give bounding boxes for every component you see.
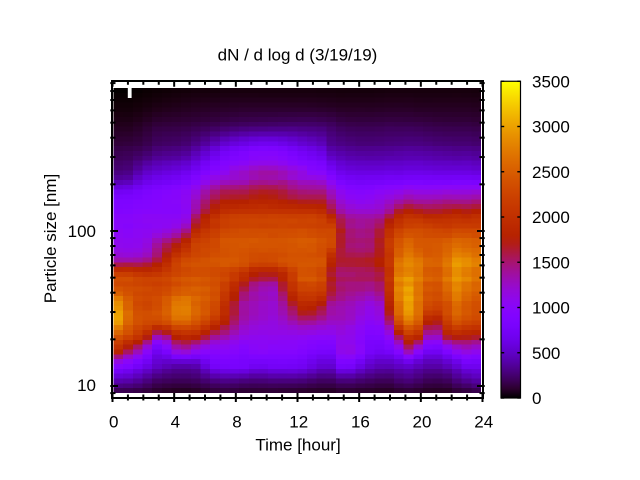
- svg-text:20: 20: [413, 413, 432, 432]
- svg-text:1000: 1000: [532, 299, 570, 318]
- svg-text:10: 10: [77, 376, 96, 395]
- svg-text:100: 100: [68, 222, 96, 241]
- svg-text:4: 4: [171, 413, 180, 432]
- svg-text:Time [hour]: Time [hour]: [255, 436, 340, 455]
- svg-text:16: 16: [351, 413, 370, 432]
- svg-text:2500: 2500: [532, 163, 570, 182]
- svg-text:24: 24: [474, 413, 493, 432]
- svg-text:12: 12: [289, 413, 308, 432]
- svg-text:3500: 3500: [532, 72, 570, 91]
- svg-text:500: 500: [532, 344, 560, 363]
- svg-text:0: 0: [532, 389, 541, 408]
- svg-text:Particle size [nm]: Particle size [nm]: [41, 174, 60, 303]
- svg-text:8: 8: [232, 413, 241, 432]
- svg-text:3000: 3000: [532, 118, 570, 137]
- svg-text:0: 0: [109, 413, 118, 432]
- svg-text:2000: 2000: [532, 208, 570, 227]
- svg-text:dN / d log d (3/19/19): dN / d log d (3/19/19): [218, 46, 378, 65]
- svg-text:1500: 1500: [532, 253, 570, 272]
